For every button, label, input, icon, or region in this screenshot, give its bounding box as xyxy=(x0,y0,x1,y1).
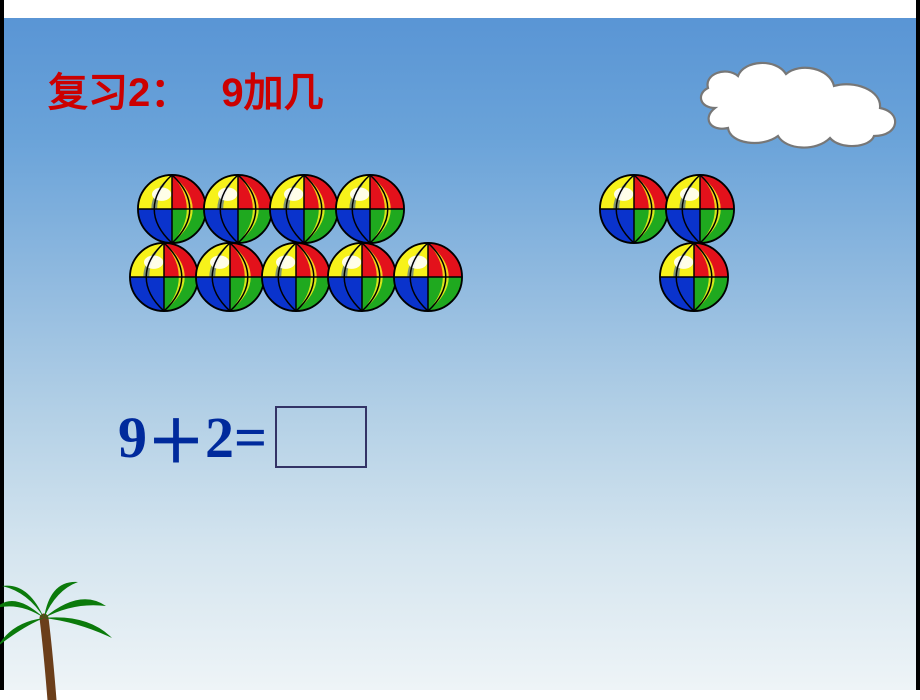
answer-box[interactable] xyxy=(275,406,367,468)
cloud-icon xyxy=(690,46,910,156)
beach-ball-icon xyxy=(663,172,737,246)
equation-right-operand: 2 xyxy=(205,404,234,471)
right-ball-group xyxy=(597,172,729,314)
beach-ball-icon xyxy=(267,172,341,246)
beach-ball-icon xyxy=(325,240,399,314)
right-group-row-top xyxy=(597,172,729,246)
equation-equals: = xyxy=(234,404,267,471)
beach-ball-icon xyxy=(259,240,333,314)
page-title: 复习2： 9加几 xyxy=(48,60,324,118)
equation-left-operand: 9 xyxy=(118,404,147,471)
beach-ball-icon xyxy=(391,240,465,314)
beach-ball-icon xyxy=(201,172,275,246)
equation-operator: ＋ xyxy=(147,395,205,479)
title-text-2: 9加几 xyxy=(221,71,323,115)
beach-ball-icon xyxy=(657,240,731,314)
right-group-row-bottom xyxy=(657,240,729,314)
beach-ball-icon xyxy=(597,172,671,246)
beach-ball-icon xyxy=(135,172,209,246)
beach-ball-icon xyxy=(193,240,267,314)
title-text-1: 复习2： xyxy=(48,71,190,115)
beach-ball-icon xyxy=(127,240,201,314)
palm-tree-icon xyxy=(0,580,124,700)
right-border xyxy=(916,0,920,690)
top-white-border xyxy=(0,0,920,18)
equation: 9 ＋ 2 = xyxy=(118,395,367,479)
balls-area xyxy=(135,172,835,314)
beach-ball-icon xyxy=(333,172,407,246)
